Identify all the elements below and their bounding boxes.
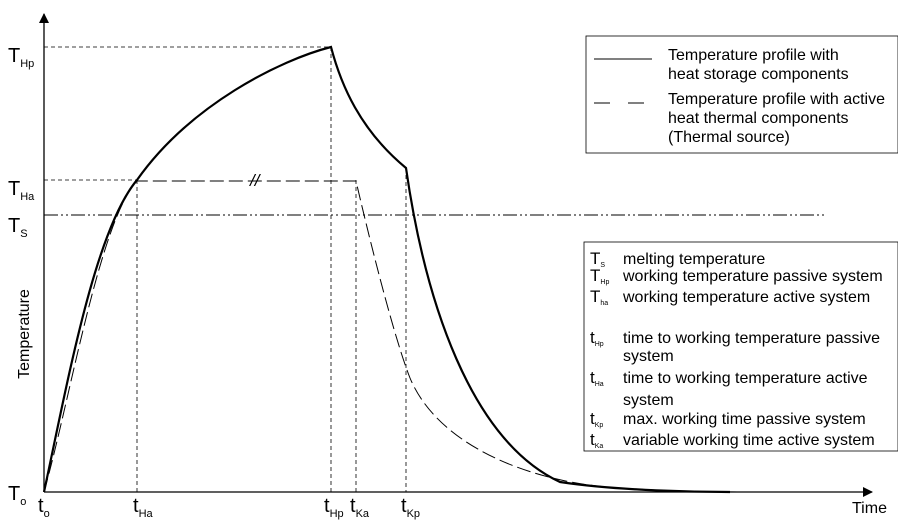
y-label-thp: THp bbox=[8, 45, 34, 70]
y-label-to: To bbox=[8, 483, 26, 508]
symbol-t-ha: tHa bbox=[590, 368, 604, 388]
legend-box bbox=[585, 35, 898, 154]
symbol-t-kp: tKp bbox=[590, 409, 603, 429]
active-temperature-curve bbox=[43, 180, 769, 493]
y-axis-title: Temperature bbox=[16, 289, 33, 379]
y-label-tha: THa bbox=[8, 178, 35, 203]
symbol-thp: THp bbox=[590, 266, 609, 286]
x-axis-title: Time bbox=[852, 500, 887, 517]
legend-solid-line-2: heat storage components bbox=[668, 66, 849, 83]
symbol-t-hp-desc-1: time to working temperature passive bbox=[623, 330, 880, 347]
symbol-t-ka: tKa bbox=[590, 430, 603, 450]
x-label-tha: tHa bbox=[133, 495, 154, 520]
plateau-break-mark: // bbox=[249, 171, 262, 190]
x-label-to: to bbox=[38, 495, 50, 520]
x-mark-labels: to tHa tHp tKa tKp bbox=[38, 495, 420, 520]
symbol-tha-desc: working temperature active system bbox=[622, 289, 870, 306]
symbol-t-hp: tHp bbox=[590, 328, 604, 348]
legend-dashed-line-2: heat thermal components bbox=[668, 110, 849, 127]
symbol-t-ha-desc-2: system bbox=[623, 392, 674, 409]
legend: Temperature profile with heat storage co… bbox=[585, 35, 898, 154]
y-level-labels: THp THa TS To bbox=[8, 45, 35, 508]
symbol-t-ha-desc-1: time to working temperature active bbox=[623, 370, 868, 387]
symbol-thp-desc: working temperature passive system bbox=[622, 268, 883, 285]
legend-dashed-line-3: (Thermal source) bbox=[668, 129, 790, 146]
x-label-tkp: tKp bbox=[401, 495, 420, 520]
symbol-ts-desc: melting temperature bbox=[623, 251, 765, 268]
symbol-t-hp-desc-2: system bbox=[623, 348, 674, 365]
passive-temperature-curve bbox=[42, 45, 731, 494]
x-label-thp: tHp bbox=[324, 495, 344, 520]
legend-solid-line-1: Temperature profile with bbox=[668, 47, 839, 64]
symbol-legend: TS melting temperature THp working tempe… bbox=[583, 241, 898, 452]
guide-lines bbox=[44, 46, 407, 492]
legend-dashed-line-1: Temperature profile with active bbox=[668, 91, 885, 108]
symbol-t-kp-desc: max. working time passive system bbox=[623, 411, 866, 428]
symbol-t-ka-desc: variable working time active system bbox=[623, 432, 875, 449]
symbol-tha: Tha bbox=[590, 287, 608, 307]
symbol-legend-box bbox=[583, 241, 898, 452]
y-label-ts: TS bbox=[8, 215, 28, 240]
x-label-tka: tKa bbox=[350, 495, 370, 520]
symbol-ts: TS bbox=[590, 249, 605, 269]
